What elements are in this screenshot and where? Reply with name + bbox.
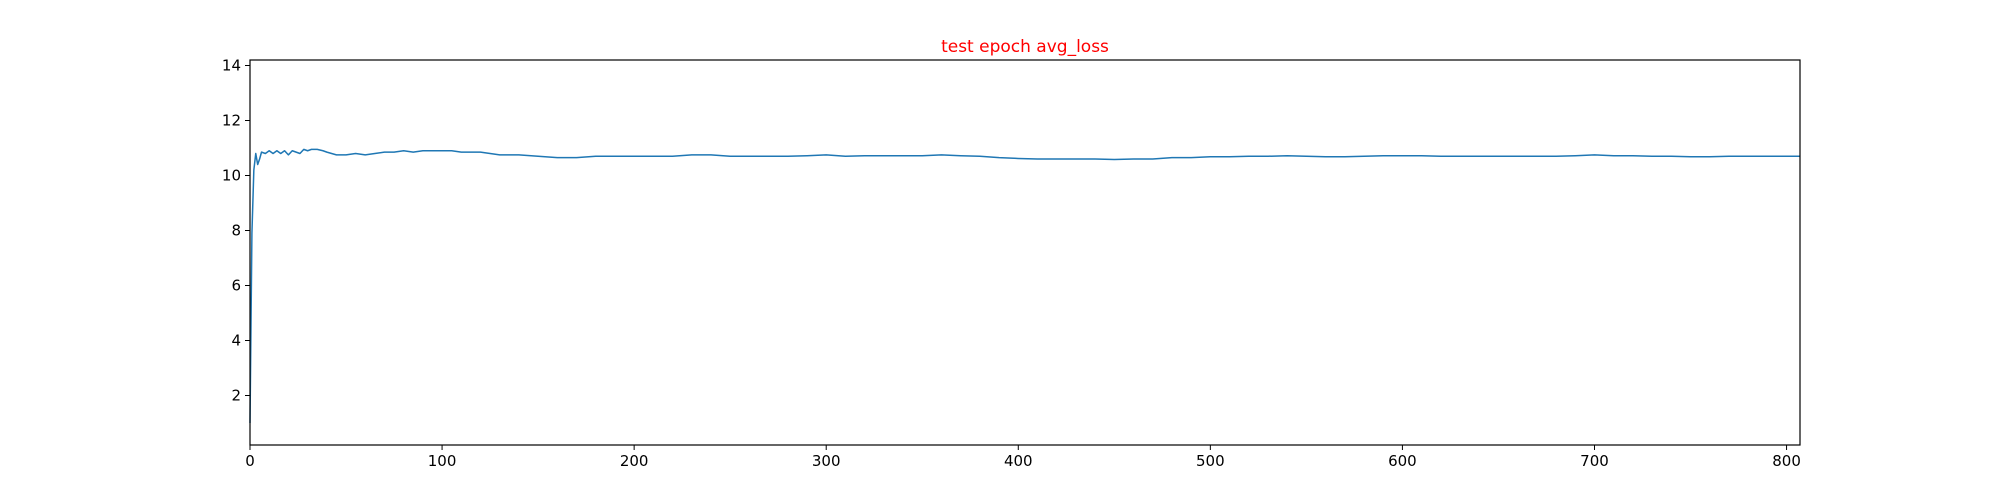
- x-axis: 0 100 200 300 400 500 600 700 800: [245, 445, 1801, 470]
- y-tick-label: 10: [222, 167, 241, 185]
- x-tick-label: 500: [1196, 452, 1225, 470]
- x-tick-label: 200: [620, 452, 649, 470]
- chart-title: test epoch avg_loss: [941, 37, 1109, 57]
- y-tick-label: 6: [231, 277, 241, 295]
- x-tick-label: 300: [812, 452, 841, 470]
- x-tick-label: 600: [1388, 452, 1417, 470]
- plot-frame: [249, 59, 1801, 446]
- series-line-0: [249, 148, 1800, 424]
- y-tick-label: 8: [231, 222, 241, 240]
- plot-area: [249, 148, 1800, 424]
- x-tick-label: 800: [1772, 452, 1801, 470]
- y-tick-label: 4: [231, 332, 241, 350]
- x-tick-label: 400: [1004, 452, 1033, 470]
- y-tick-label: 14: [222, 57, 241, 75]
- y-axis: 2 4 6 8 10 12 14: [222, 57, 250, 405]
- y-tick-label: 2: [231, 387, 241, 405]
- x-tick-label: 700: [1580, 452, 1609, 470]
- x-tick-label: 0: [245, 452, 255, 470]
- x-tick-label: 100: [428, 452, 457, 470]
- y-tick-label: 12: [222, 112, 241, 130]
